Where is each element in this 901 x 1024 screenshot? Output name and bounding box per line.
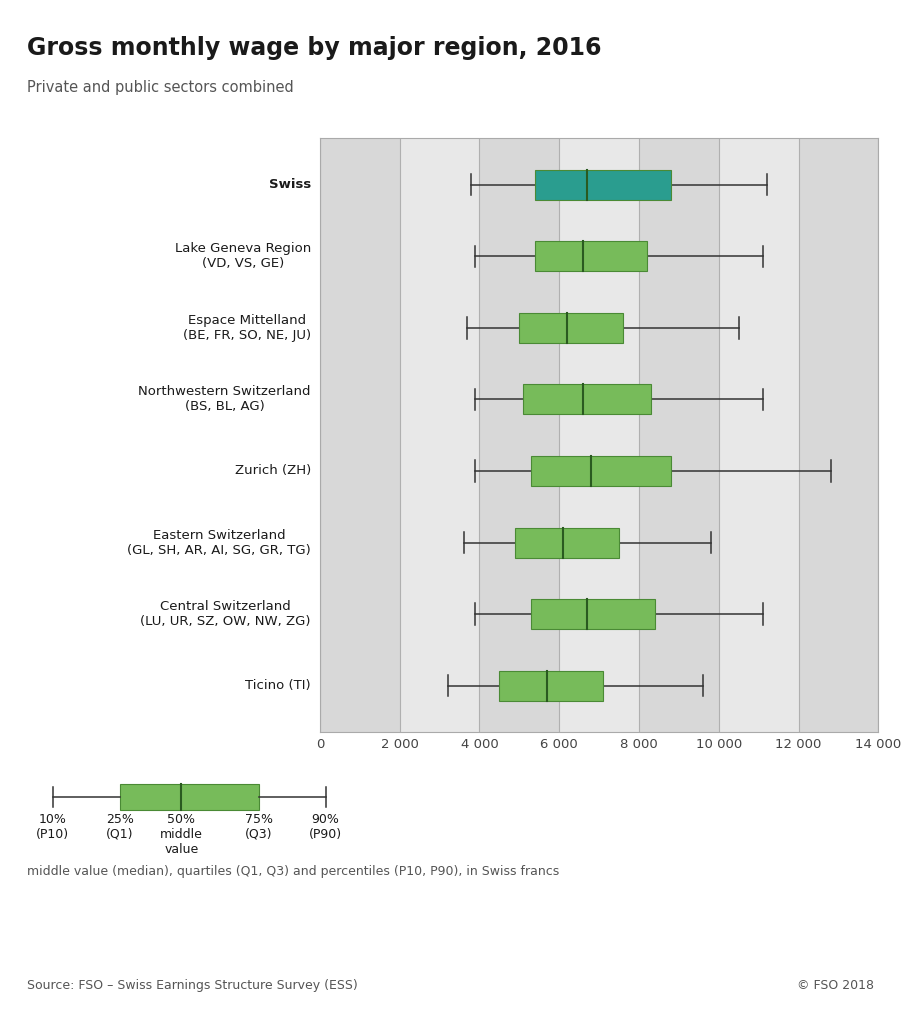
Text: Ticino (TI): Ticino (TI): [245, 679, 311, 692]
Bar: [320, 138, 400, 732]
Bar: [535, 242, 647, 271]
Text: © FSO 2018: © FSO 2018: [797, 979, 874, 991]
Bar: [560, 138, 639, 732]
Bar: [499, 671, 603, 700]
Text: Private and public sectors combined: Private and public sectors combined: [27, 80, 294, 95]
Bar: [523, 384, 651, 415]
Bar: [719, 138, 798, 732]
Text: 25%
(Q1): 25% (Q1): [105, 813, 133, 841]
Bar: [532, 599, 655, 629]
Bar: [519, 313, 623, 343]
Text: Swiss: Swiss: [268, 178, 311, 191]
Bar: [532, 456, 671, 486]
Bar: [479, 138, 560, 732]
Bar: [798, 138, 878, 732]
Text: Eastern Switzerland
(GL, SH, AR, AI, SG, GR, TG): Eastern Switzerland (GL, SH, AR, AI, SG,…: [127, 528, 311, 556]
Bar: [535, 170, 671, 200]
Bar: [515, 527, 619, 557]
Text: Northwestern Switzerland
(BS, BL, AG): Northwestern Switzerland (BS, BL, AG): [139, 385, 311, 414]
Bar: [639, 138, 719, 732]
Text: 50%
middle
value: 50% middle value: [160, 813, 203, 855]
Bar: [400, 138, 479, 732]
Text: middle value (median), quartiles (Q1, Q3) and percentiles (P10, P90), in Swiss f: middle value (median), quartiles (Q1, Q3…: [27, 865, 560, 879]
Text: 90%
(P90): 90% (P90): [309, 813, 342, 841]
Text: 10%
(P10): 10% (P10): [36, 813, 69, 841]
Text: Gross monthly wage by major region, 2016: Gross monthly wage by major region, 2016: [27, 36, 602, 59]
Text: Source: FSO – Swiss Earnings Structure Survey (ESS): Source: FSO – Swiss Earnings Structure S…: [27, 979, 358, 991]
Text: Central Switzerland
(LU, UR, SZ, OW, NW, ZG): Central Switzerland (LU, UR, SZ, OW, NW,…: [141, 600, 311, 628]
Text: Espace Mittelland
(BE, FR, SO, NE, JU): Espace Mittelland (BE, FR, SO, NE, JU): [183, 314, 311, 342]
Text: Lake Geneva Region
(VD, VS, GE): Lake Geneva Region (VD, VS, GE): [175, 243, 311, 270]
Text: 75%
(Q3): 75% (Q3): [245, 813, 273, 841]
Text: Zurich (ZH): Zurich (ZH): [234, 465, 311, 477]
Bar: [120, 784, 259, 810]
